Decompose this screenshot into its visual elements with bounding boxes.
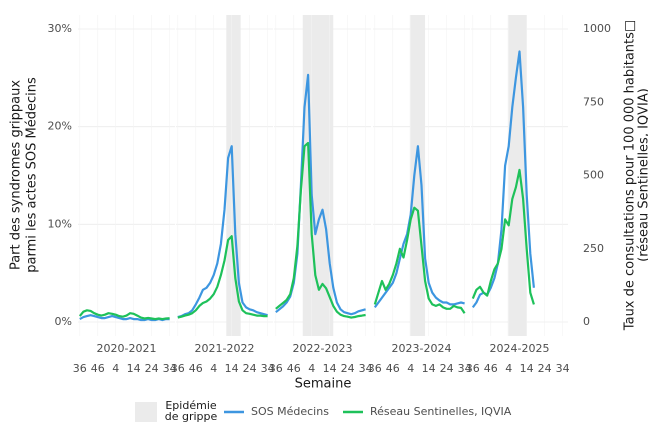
y-tick-label: 10% [48,217,72,230]
x-tick-label: 36 [466,362,480,375]
y2-label: (réseau Sentinelles, IQVIA) [637,88,648,262]
line [177,145,268,319]
x-label: Semaine [295,377,352,392]
legend-label: Epidémie de grippe [164,399,218,423]
y-tick-label: 20% [48,120,72,133]
x-tick-label: 34 [163,362,177,375]
y-label: parmi les actes SOS Médecins [25,77,40,273]
x-tick-label: 34 [359,362,373,375]
x-tick-label: 4 [407,362,414,375]
panel-title: 2020-2021 [97,342,157,355]
x-tick-label: 4 [308,362,315,375]
x-tick-label: 46 [386,362,400,375]
epidemic-band [409,15,426,336]
y2-tick-label: 250 [583,242,604,255]
x-tick-label: 14 [225,362,239,375]
line [471,168,535,305]
x-tick-label: 14 [520,362,534,375]
x-tick-label: 46 [484,362,498,375]
panel-title: 2024-2025 [490,342,550,355]
line [78,309,170,321]
x-tick-label: 14 [323,362,337,375]
y-tick-label: 0% [55,315,72,328]
y2-label: Taux de consultations pour 100 000 habit… [623,20,638,331]
x-tick-label: 36 [73,362,87,375]
y2-tick-label: 1000 [583,22,611,35]
y2-tick-label: 750 [583,95,604,108]
x-tick-label: 46 [189,362,203,375]
x-tick-label: 46 [91,362,105,375]
x-tick-label: 24 [341,362,355,375]
line [373,145,465,309]
x-tick-label: 36 [171,362,185,375]
x-tick-label: 24 [243,362,257,375]
x-tick-label: 36 [368,362,382,375]
x-tick-label: 4 [210,362,217,375]
x-tick-label: 34 [458,362,472,375]
x-tick-label: 4 [505,362,512,375]
y-label: Part des syndromes grippaux [9,80,24,270]
x-tick-label: 24 [440,362,454,375]
x-tick-label: 14 [127,362,141,375]
x-tick-label: 14 [422,362,436,375]
x-tick-label: 36 [269,362,283,375]
y-tick-label: 30% [48,22,72,35]
line [275,141,366,319]
line [373,206,466,314]
panel-title: 2023-2024 [392,342,452,355]
panel-title: 2022-2023 [293,342,353,355]
legend-label: Réseau Sentinelles, IQVIA [370,405,512,418]
x-tick-label: 24 [145,362,159,375]
x-tick-label: 24 [538,362,552,375]
line [177,235,268,319]
x-tick-label: 46 [287,362,301,375]
x-tick-label: 34 [261,362,275,375]
x-tick-label: 4 [112,362,119,375]
y2-tick-label: 0 [583,315,590,328]
y2-tick-label: 500 [583,169,604,182]
legend-label: SOS Médecins [251,405,329,418]
legend-key [135,402,157,422]
x-tick-label: 34 [556,362,570,375]
panel-title: 2021-2022 [195,342,255,355]
